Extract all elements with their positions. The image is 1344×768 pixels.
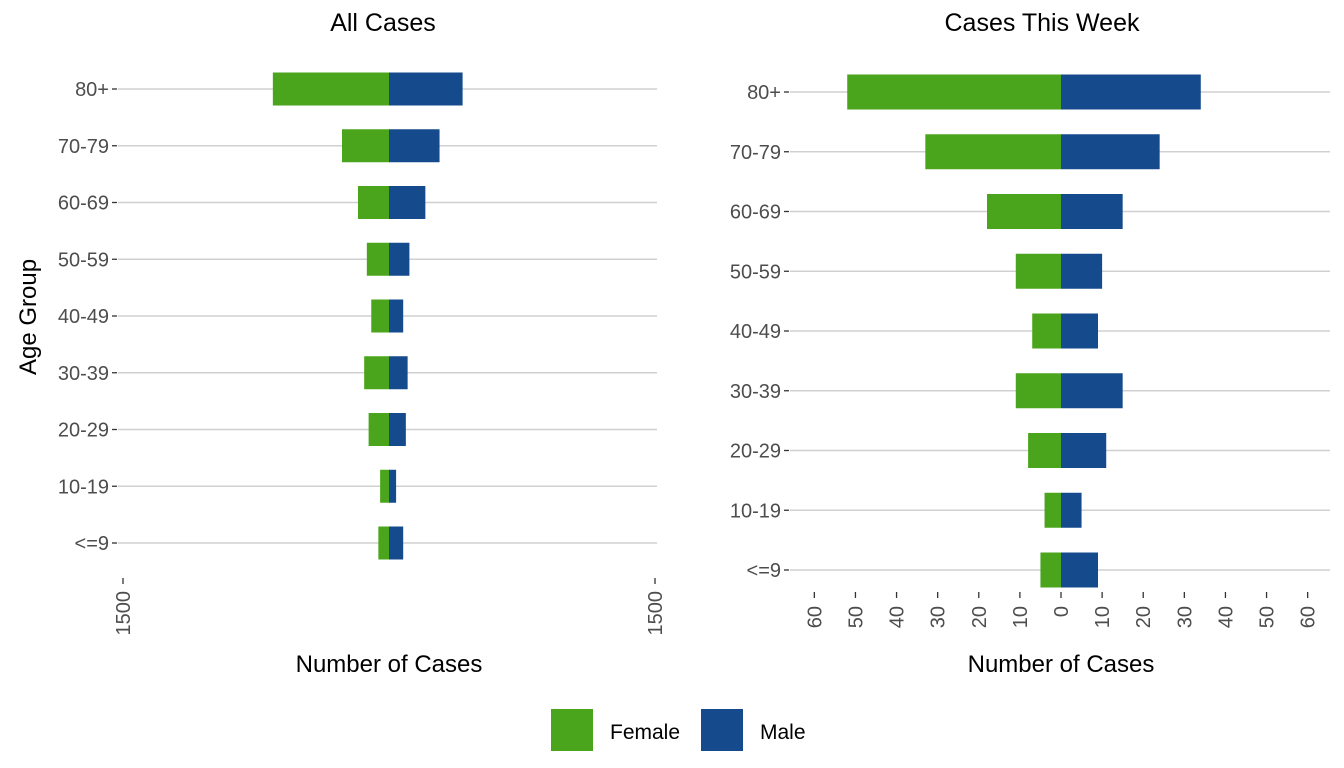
y-tick-label: <=9	[75, 533, 109, 555]
bar-female	[847, 74, 1061, 110]
y-tick-label: 30-39	[730, 381, 781, 403]
legend-label-female: Female	[610, 721, 680, 744]
bar-male	[1061, 492, 1082, 528]
x-tick-label: 1500	[113, 591, 135, 636]
bar-male	[389, 186, 426, 219]
legend-swatch-male	[701, 709, 743, 751]
bar-male	[389, 526, 404, 560]
panel-title-all-cases: All Cases	[330, 9, 436, 37]
legend-swatch-female	[551, 709, 593, 751]
bar-female	[1015, 253, 1061, 289]
panel-cases-this-week: <=9 10-19 20-29 30-39 40-49 50-59 60-69 70-79 80…	[730, 74, 1330, 628]
bar-female	[1040, 552, 1061, 588]
bar-female	[1032, 313, 1061, 349]
bar-male	[389, 129, 440, 163]
x-tick-label: 20	[1133, 606, 1155, 628]
y-axis-title: Age Group	[15, 259, 42, 375]
bar-male	[389, 242, 410, 276]
bar-female	[366, 242, 389, 276]
y-tick-label: 10-19	[58, 476, 109, 498]
bar-male	[1061, 74, 1201, 110]
bar-male	[389, 356, 408, 390]
bar-female	[925, 134, 1061, 170]
x-tick-label: 40	[887, 606, 909, 628]
bar-female	[987, 194, 1061, 229]
x-tick-label: 60	[1298, 606, 1320, 628]
x-tick-label: 20	[969, 606, 991, 628]
y-tick-label: 40-49	[58, 306, 109, 328]
y-tick-label: 70-79	[730, 142, 781, 164]
bar-male	[389, 469, 397, 503]
y-tick-label: 80+	[75, 79, 109, 101]
bar-female	[368, 413, 389, 446]
y-tick-label: 70-79	[58, 136, 109, 158]
x-tick-label: 30	[1174, 606, 1196, 628]
y-tick-label: <=9	[747, 560, 781, 582]
y-tick-label: 60-69	[730, 202, 781, 224]
y-tick-label: 30-39	[58, 363, 109, 385]
panel-title-cases-this-week: Cases This Week	[945, 9, 1140, 37]
y-tick-label: 40-49	[730, 321, 781, 343]
x-tick-label: 60	[804, 606, 826, 628]
bar-female	[1015, 373, 1061, 409]
bar-male	[1061, 134, 1160, 170]
x-tick-label: 0	[1051, 606, 1073, 617]
x-tick-label: 50	[1257, 606, 1279, 628]
bar-female	[1044, 492, 1061, 528]
bar-female	[272, 72, 389, 106]
bar-female	[364, 356, 389, 390]
x-tick-label: 40	[1215, 606, 1237, 628]
bar-male	[389, 413, 406, 446]
y-tick-label: 20-29	[730, 441, 781, 463]
bar-male	[1061, 313, 1098, 349]
bar-female	[357, 186, 389, 219]
y-tick-label: 10-19	[730, 500, 781, 522]
y-tick-label: 50-59	[58, 249, 109, 271]
bar-female	[380, 469, 389, 503]
bar-male	[389, 299, 404, 333]
bar-male	[1061, 253, 1103, 289]
panel-all-cases: <=9 10-19 20-29 30-39 40-49 50-59 60-69 70-79 80…	[58, 72, 667, 636]
x-axis-title-all-cases: Number of Cases	[296, 651, 483, 678]
y-tick-label: 50-59	[730, 261, 781, 283]
legend-label-male: Male	[760, 721, 806, 744]
x-tick-label: 30	[928, 606, 950, 628]
bar-male	[389, 72, 463, 106]
x-tick-label: 10	[1092, 606, 1114, 628]
x-axis-title-cases-this-week: Number of Cases	[968, 651, 1155, 678]
legend: Female Male	[551, 709, 806, 751]
y-tick-label: 60-69	[58, 193, 109, 215]
bar-female	[371, 299, 389, 333]
x-tick-label: 50	[845, 606, 867, 628]
bar-male	[1061, 194, 1123, 229]
bar-male	[1061, 552, 1098, 588]
x-tick-label: 1500	[645, 591, 667, 636]
x-tick-label: 10	[1010, 606, 1032, 628]
y-tick-label: 80+	[747, 82, 781, 104]
y-tick-label: 20-29	[58, 420, 109, 442]
bar-female	[378, 526, 389, 560]
bar-male	[1061, 373, 1123, 409]
bar-male	[1061, 433, 1107, 468]
bar-female	[342, 129, 389, 163]
bar-female	[1028, 433, 1061, 468]
